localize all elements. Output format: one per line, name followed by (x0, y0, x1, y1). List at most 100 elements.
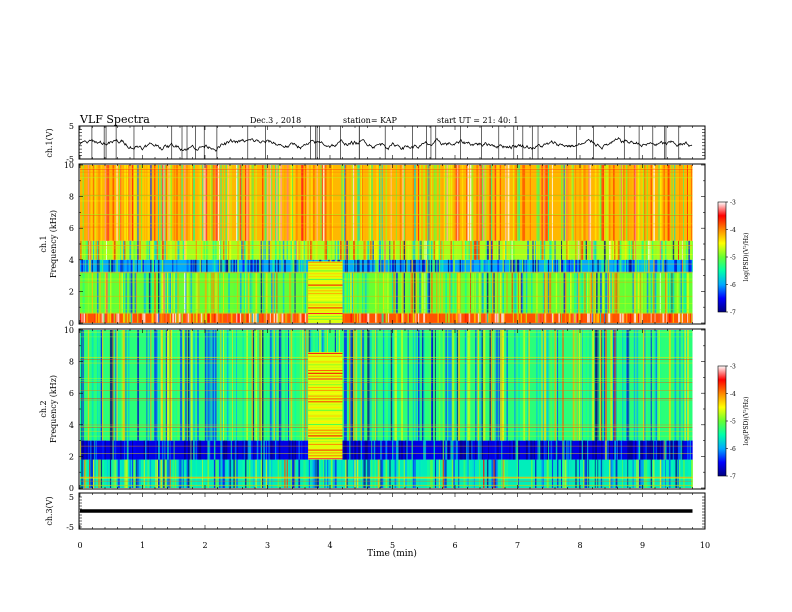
spectro-streak (384, 165, 387, 241)
spectro-streak (583, 165, 584, 241)
spectro-streak (429, 330, 432, 441)
spectro-streak (480, 259, 482, 273)
spectro-streak (477, 240, 480, 260)
spectro-streak (334, 240, 336, 260)
spectro-streak (102, 330, 104, 441)
spectro-streak (113, 259, 115, 273)
spectro-streak (691, 459, 693, 488)
spectro-streak (520, 330, 522, 441)
spectro-streak (680, 165, 683, 241)
spectro-streak (189, 259, 191, 273)
spectro-streak (670, 313, 672, 323)
spectro-streak (510, 240, 512, 260)
spectro-streak (345, 440, 347, 460)
spectro-streak (85, 240, 87, 260)
spectro-streak (193, 330, 196, 441)
spectro-streak (559, 330, 562, 441)
spectro-streak (236, 165, 238, 241)
spectro-streak (527, 330, 529, 441)
spectro-streak (219, 165, 220, 241)
y-tick-label: 8 (69, 193, 74, 202)
spectro-streak (109, 259, 112, 273)
spectro-streak (537, 165, 540, 241)
spectro-streak (460, 165, 463, 241)
spectro-streak (367, 272, 369, 314)
spectro-streak (276, 313, 279, 323)
spectro-streak (600, 330, 602, 441)
spectro-streak (554, 259, 556, 273)
spectro-streak (406, 313, 409, 323)
spectro-streak (580, 313, 583, 323)
spectro-streak (441, 272, 443, 314)
spectro-streak (213, 313, 215, 323)
spectro-streak (176, 313, 178, 323)
spectro-streak (688, 459, 690, 488)
x-tick-label: 9 (640, 541, 645, 550)
spectro-streak (592, 272, 593, 314)
spectro-streak (593, 272, 596, 314)
spectro-streak (289, 440, 291, 460)
spectro-streak (102, 313, 105, 323)
spectro-streak (207, 330, 210, 441)
spectro-streak (579, 459, 580, 488)
spectro-streak (202, 313, 204, 323)
spectro-streak (477, 330, 479, 441)
spectro-streak (497, 259, 500, 273)
ch1-voltage-panel (78, 125, 706, 160)
spectro-streak (611, 459, 614, 488)
spectro-streak (87, 259, 89, 273)
spectro-streak (343, 272, 345, 314)
spectro-streak (584, 459, 586, 488)
spectro-streak (401, 272, 403, 314)
spectro-streak (164, 330, 167, 441)
spectro-line (80, 168, 693, 169)
spectro-streak (568, 259, 570, 273)
spectro-streak (204, 440, 207, 460)
spectro-streak (303, 330, 305, 441)
spectro-streak (574, 313, 576, 323)
spectro-streak (568, 240, 571, 260)
spectro-streak (176, 272, 178, 314)
spectro-streak (466, 330, 468, 441)
spectro-streak (159, 240, 161, 260)
spectro-streak (537, 313, 540, 323)
spectro-streak (516, 440, 519, 460)
spectro-streak (652, 240, 654, 260)
spectro-streak (691, 440, 693, 460)
spectro-streak (477, 165, 480, 241)
spectro-streak (364, 272, 367, 314)
spectro-streak (557, 330, 559, 441)
spectro-streak (158, 259, 160, 273)
spectro-streak (502, 330, 505, 441)
spectro-streak (514, 259, 516, 273)
spectro-streak (564, 272, 567, 314)
spectro-streak (384, 272, 387, 314)
spectro-streak (250, 259, 253, 273)
spectro-streak (302, 240, 305, 260)
spectro-streak (485, 272, 488, 314)
spectro-streak (427, 240, 429, 260)
spectro-streak (254, 259, 256, 273)
spectro-streak (247, 240, 249, 260)
spectro-streak (545, 313, 547, 323)
spectro-streak (311, 240, 313, 260)
spectro-streak (191, 165, 194, 241)
spectro-streak (642, 240, 645, 260)
spectro-streak (688, 240, 690, 260)
spectro-streak (345, 240, 348, 260)
spectro-streak (388, 313, 390, 323)
spectro-streak (431, 165, 433, 241)
spectro-streak (112, 440, 114, 460)
spectro-streak (281, 313, 284, 323)
spectro-streak (237, 259, 239, 273)
spectro-streak (384, 313, 387, 323)
spectro-streak (314, 459, 316, 488)
spectro-streak (597, 459, 599, 488)
spectro-streak (375, 272, 377, 314)
spectro-event-stripe (308, 352, 343, 354)
spectro-streak (654, 330, 657, 441)
spectro-event-stripe (308, 424, 343, 425)
spectro-streak (106, 165, 108, 241)
spectro-streak (458, 459, 460, 488)
spectro-event-stripe (308, 267, 343, 269)
